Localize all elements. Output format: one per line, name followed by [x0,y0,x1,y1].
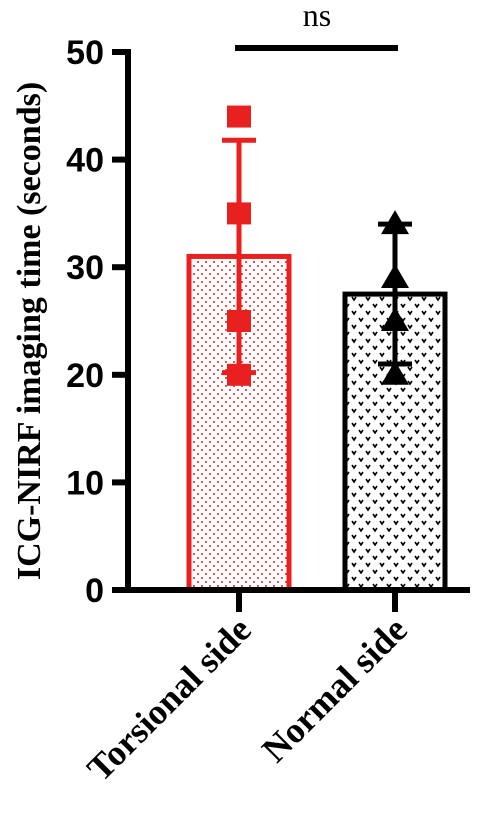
data-point-square [227,202,251,225]
y-tick-label: 0 [85,572,104,610]
data-point-square [227,363,251,386]
x-tick-label: Torsional side [79,609,258,788]
y-tick-label: 40 [66,142,104,180]
data-point-square [227,310,251,332]
y-axis: 0 10 20 30 40 50 [66,34,131,610]
x-tick-label: Normal side [254,609,415,770]
y-tick-label: 50 [66,34,104,72]
y-tick-label: 10 [66,464,104,502]
y-tick-label: 20 [66,357,104,395]
plot-area [186,105,448,593]
data-points [227,105,409,386]
y-ticks: 0 10 20 30 40 50 [66,34,128,610]
significance-label: ns [303,0,331,33]
y-tick-label: 30 [66,249,104,287]
data-point-triangle [381,307,409,331]
y-axis-title: ICG-NIRF imaging time (seconds) [11,82,48,580]
data-point-triangle [381,360,409,385]
data-point-triangle [381,263,409,288]
data-point-triangle [381,210,409,235]
data-point-square [227,105,251,128]
significance-annotation: ns [235,0,398,51]
bars [186,253,448,593]
